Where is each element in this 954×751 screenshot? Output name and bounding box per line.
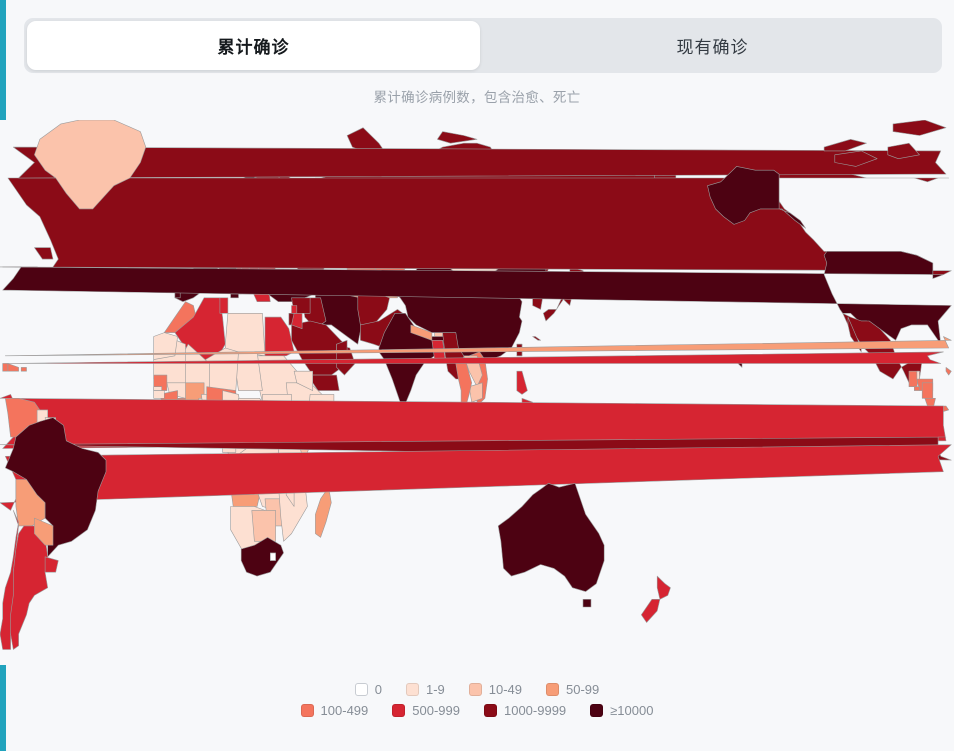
legend-item-10-49[interactable]: 10-49 (468, 682, 523, 697)
legend-swatch-50-99 (546, 683, 560, 696)
country-yemen[interactable] (312, 374, 340, 391)
country-canada[interactable] (13, 146, 947, 179)
tab-current-confirmed-label: 现有确诊 (676, 38, 749, 57)
country-belize[interactable] (916, 370, 920, 380)
legend-item-500-999[interactable]: 500-999 (392, 703, 460, 718)
world-choropleth-map[interactable] (0, 120, 954, 665)
country-canada[interactable] (892, 120, 947, 136)
country-new-zealand[interactable] (641, 599, 661, 623)
country-cuba[interactable] (2, 351, 944, 364)
legend-label-1-9: 1-9 (425, 682, 445, 697)
country-uruguay[interactable] (44, 556, 59, 573)
country-lesotho[interactable] (270, 552, 276, 561)
country-italy[interactable] (230, 293, 239, 299)
country-new-zealand[interactable] (656, 575, 671, 600)
legend-label-500-999: 500-999 (412, 703, 460, 718)
country-botswana[interactable] (251, 510, 276, 542)
country-canada[interactable] (34, 247, 54, 260)
legend-item-50-99[interactable]: 50-99 (546, 682, 599, 697)
country-canada[interactable] (887, 142, 920, 159)
country-australia[interactable] (582, 599, 592, 608)
country-libya[interactable] (225, 313, 266, 357)
country-gambia[interactable] (153, 386, 162, 391)
legend-label-10000plus: ≥10000 (610, 703, 654, 718)
legend-swatch-0 (354, 683, 368, 696)
map-subtitle: 累计确诊病例数，包含治愈、死亡 (373, 90, 581, 105)
country-dominican-rep[interactable] (7, 363, 19, 372)
tab-cumulative-confirmed[interactable]: 累计确诊 (27, 21, 480, 70)
legend-swatch-1000-9999 (483, 704, 497, 717)
legend-item-100-499[interactable]: 100-499 (300, 703, 369, 718)
map-legend: 0 1-9 10-49 50-99 100-499 500-999 (0, 682, 954, 718)
legend-swatch-100-499 (300, 704, 314, 717)
country-jamaica[interactable] (945, 367, 952, 376)
country-russia[interactable] (437, 131, 478, 144)
country-haiti[interactable] (2, 363, 9, 372)
country-argentina[interactable] (10, 525, 48, 650)
legend-swatch-1-9 (405, 683, 419, 696)
country-puerto-rico[interactable] (20, 367, 27, 372)
legend-label-50-99: 50-99 (566, 682, 600, 697)
legend-row-2: 100-499 500-999 1000-9999 ≥10000 (300, 703, 653, 718)
country-paraguay[interactable] (34, 517, 54, 546)
country-nicaragua[interactable] (921, 382, 934, 399)
legend-swatch-500-999 (392, 704, 406, 717)
country-canada[interactable] (834, 150, 878, 167)
country-greenland[interactable] (34, 120, 147, 210)
country-south-africa[interactable] (240, 537, 284, 577)
legend-swatch-10-49 (468, 683, 482, 696)
country-guinea-bissau[interactable] (153, 390, 165, 399)
legend-item-10000plus[interactable]: ≥10000 (590, 703, 653, 718)
legend-item-1-9[interactable]: 1-9 (405, 682, 445, 697)
country-cambodia[interactable] (468, 382, 483, 403)
country-brazil[interactable] (5, 417, 107, 558)
tab-current-confirmed[interactable]: 现有确诊 (486, 21, 939, 70)
country-united-states[interactable] (707, 166, 806, 229)
legend-label-0: 0 (374, 682, 382, 697)
metric-tab-bar[interactable]: 累计确诊 现有确诊 (24, 18, 942, 73)
legend-label-10-49: 10-49 (488, 682, 523, 697)
country-madagascar[interactable] (315, 486, 332, 538)
legend-label-1000-9999: 1000-9999 (503, 703, 567, 718)
legend-item-1000-9999[interactable]: 1000-9999 (483, 703, 567, 718)
country-canada[interactable] (823, 139, 867, 152)
country-western-sahara[interactable] (153, 332, 178, 360)
country-el-salvador[interactable] (914, 386, 920, 391)
legend-label-100-499: 100-499 (320, 703, 369, 718)
country-lebanon[interactable] (291, 305, 298, 314)
country-layer (0, 120, 952, 650)
country-philippines[interactable] (516, 370, 528, 395)
country-eritrea[interactable] (293, 370, 313, 391)
country-tunisia[interactable] (219, 297, 229, 314)
country-australia[interactable] (497, 483, 605, 592)
country-bhutan[interactable] (434, 332, 443, 337)
tab-cumulative-confirmed-label: 累计确诊 (217, 38, 290, 57)
country-bahamas[interactable] (5, 336, 952, 357)
country-japan[interactable] (532, 336, 541, 341)
legend-swatch-10000plus (590, 704, 604, 717)
legend-item-0[interactable]: 0 (354, 682, 382, 697)
legend-row-1: 0 1-9 10-49 50-99 (354, 682, 599, 697)
